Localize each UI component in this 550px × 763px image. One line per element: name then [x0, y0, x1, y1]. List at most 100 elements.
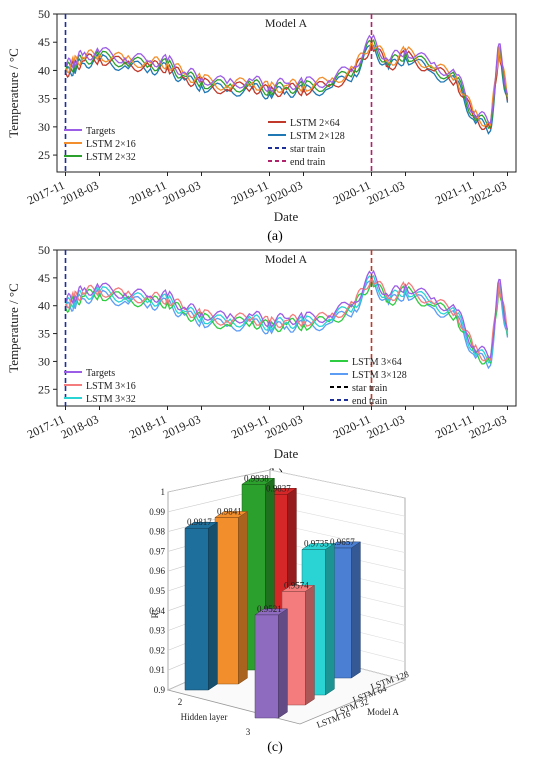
b-y-tick-label: 40 [38, 299, 50, 313]
b-x-tick-label: 2019-03 [161, 412, 203, 442]
panel-c-hidden-layer-tick: 3 [246, 727, 251, 737]
panel-c-hidden-layer-tick: 2 [178, 697, 183, 707]
panel-a-y-axis-label: Temperature / °C [6, 48, 21, 137]
panel-b-train-markers [64, 250, 373, 406]
panel-a-y-ticks: 25 30 35 40 45 50 [38, 7, 57, 162]
panel-a-plot-frame [56, 13, 517, 173]
panel-b-plot-frame [56, 249, 517, 407]
panel-c-bar-front [254, 614, 279, 719]
panel-c-z-tick-label: 0.98 [149, 527, 165, 537]
b-x-tick-label: 2020-03 [263, 412, 305, 442]
panel-c-z-tick-label: 0.96 [149, 566, 165, 576]
panel-c-value-label: 0.9938 [244, 473, 269, 483]
panel-c-grid-line [269, 469, 406, 499]
panel-c-value-label: 0.9735 [304, 538, 329, 548]
a-y-tick-label: 30 [38, 120, 50, 134]
panel-a-line-chart: Model A Temperature / °C Date (a) 25 30 35… [6, 7, 517, 244]
a-x-tick-label: 2018-03 [59, 178, 101, 208]
b-x-tick-label: 2021-03 [365, 412, 407, 442]
panel-b-x-axis-label: Date [274, 446, 299, 461]
panel-c-z-ticks: 0.9 0.91 0.92 0.93 0.94 0.95 0.96 0.97 0.98 0.99 1 [149, 487, 165, 695]
b-legend-label: Targets [86, 368, 115, 379]
a-x-tick-label: 2020-11 [331, 178, 373, 207]
b-x-tick-label: 2021-11 [433, 412, 475, 441]
a-y-tick-label: 35 [38, 92, 50, 106]
b-legend-label: LSTM 3×64 [352, 357, 402, 368]
a-x-tick-label: 2019-11 [229, 178, 271, 207]
a-x-tick-label: 2021-11 [433, 178, 475, 207]
b-x-tick-label: 2020-11 [331, 412, 373, 441]
panel-b-y-ticks: 25 30 35 40 45 50 [38, 243, 57, 396]
a-y-tick-label: 40 [38, 63, 50, 77]
panel-c-bar-top [301, 543, 336, 550]
b-legend-label: star train [352, 383, 387, 394]
a-x-tick-label: 2018-11 [127, 178, 169, 207]
a-series-line [64, 34, 509, 124]
panel-c-bar-top [241, 478, 276, 485]
panel-c-bar-top [254, 608, 289, 616]
a-x-tick-label: 2021-03 [365, 178, 407, 208]
panel-c-caption: (c) [267, 740, 283, 755]
panel-a-legend: Targets LSTM 2×16 LSTM 2×32 LSTM 2×64 LSTM 2… [64, 118, 345, 168]
panel-c-z-tick-label: 1 [161, 487, 166, 497]
b-series-line [64, 277, 509, 365]
a-series-line [64, 39, 509, 130]
panel-c-z-tick-label: 0.97 [149, 546, 165, 556]
b-series-line [64, 274, 509, 364]
panel-c-z-tick-label: 0.9 [154, 685, 166, 695]
a-x-tick-label: 2022-03 [467, 178, 509, 208]
b-y-tick-label: 25 [38, 382, 50, 396]
panel-c-bar-top [281, 585, 316, 592]
a-y-tick-label: 45 [38, 35, 50, 49]
panel-c-bar-front [184, 527, 209, 691]
b-series-line [65, 275, 509, 362]
panel-b-title: Model A [265, 252, 308, 266]
a-legend-label: Targets [86, 126, 115, 137]
panel-a-series [64, 34, 509, 135]
a-x-tick-label: 2017-11 [25, 178, 67, 207]
a-legend-label: end train [290, 157, 325, 168]
panel-c-bar-side [351, 541, 361, 679]
a-legend-label: LSTM 2×16 [86, 139, 136, 150]
a-y-tick-label: 25 [38, 148, 50, 162]
a-series-line [64, 41, 509, 131]
panel-c-z-tick-label: 0.92 [149, 645, 165, 655]
a-legend-label: LSTM 2×32 [86, 152, 136, 163]
panel-c-z-tick-label: 0.94 [149, 606, 165, 616]
panel-c-bar-top [184, 521, 219, 529]
a-series-line [65, 40, 509, 127]
panel-b-line-chart: Model A Temperature / °C Date (b) 253035… [6, 243, 517, 482]
panel-c-bar-side [325, 543, 335, 696]
a-legend-label: LSTM 2×128 [290, 131, 345, 142]
panel-c-grid-line [167, 469, 271, 493]
panel-b-y-axis-label: Temperature / °C [6, 283, 21, 372]
b-y-tick-label: 35 [38, 327, 50, 341]
b-x-tick-label: 2022-03 [467, 412, 509, 442]
panel-b-legend: Targets LSTM 3×16 LSTM 3×32 LSTM 3×64 LSTM 3… [64, 357, 407, 407]
b-y-tick-label: 30 [38, 354, 50, 368]
panel-c-value-label: 0.9657 [330, 537, 355, 547]
a-x-tick-label: 2019-03 [161, 178, 203, 208]
b-y-tick-label: 45 [38, 271, 50, 285]
panel-a-train-markers [64, 14, 373, 172]
panel-c-z-tick-label: 0.93 [149, 626, 165, 636]
b-x-tick-label: 2017-11 [25, 412, 67, 441]
panel-c-bar-side [278, 608, 288, 719]
panel-c-value-label: 0.9521 [257, 604, 282, 614]
panel-c-3d-bar-chart: 0.9 0.91 0.92 0.93 0.94 0.95 0.96 0.97 0.98 0.99 1… [149, 469, 411, 755]
b-legend-label: LSTM 3×32 [86, 394, 136, 405]
panel-c-bar-top [214, 511, 249, 518]
b-series-line [64, 269, 509, 359]
a-y-tick-label: 50 [38, 7, 50, 21]
panel-c-bar-side [208, 521, 218, 691]
a-legend-label: LSTM 2×64 [290, 118, 340, 129]
panel-a-x-axis-label: Date [274, 209, 299, 224]
b-legend-label: LSTM 3×16 [86, 381, 136, 392]
panel-c-bars [184, 477, 362, 719]
panel-c-y-axis-label: R² [150, 609, 160, 618]
b-y-tick-label: 50 [38, 243, 50, 257]
